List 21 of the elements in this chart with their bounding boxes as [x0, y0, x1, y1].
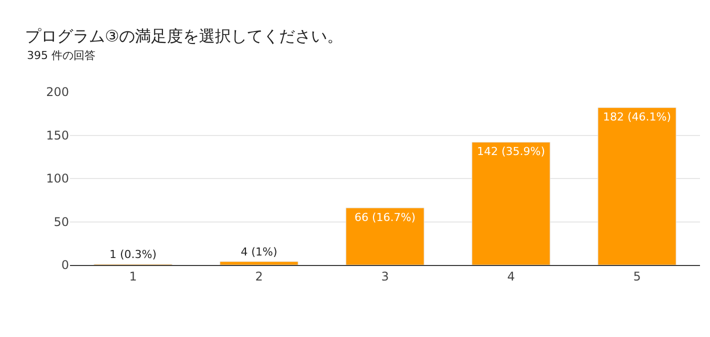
- bar: [346, 208, 424, 265]
- bar: [220, 261, 298, 265]
- y-tick-label: 200: [46, 85, 69, 100]
- x-tick-label: 3: [381, 269, 389, 284]
- x-tick-label: 5: [633, 269, 641, 284]
- data-label: 1 (0.3%): [109, 248, 157, 262]
- chart-title: プログラム③の満足度を選択してください。: [24, 26, 344, 46]
- x-tick-label: 2: [255, 269, 263, 284]
- bar: [472, 142, 550, 265]
- y-tick-label: 100: [46, 172, 69, 186]
- chart-subtitle: 395 件の回答: [27, 49, 96, 62]
- data-label: 66 (16.7%): [354, 210, 416, 224]
- data-label: 182 (46.1%): [602, 110, 672, 124]
- x-tick-label: 1: [129, 269, 137, 284]
- data-label: 142 (35.9%): [476, 145, 546, 158]
- data-label: 4 (1%): [240, 246, 278, 259]
- y-tick-label: 150: [46, 128, 69, 142]
- x-tick-label: 4: [507, 269, 515, 284]
- y-tick-label: 50: [54, 214, 69, 229]
- bar: [598, 107, 676, 265]
- y-tick-label: 0: [61, 258, 69, 272]
